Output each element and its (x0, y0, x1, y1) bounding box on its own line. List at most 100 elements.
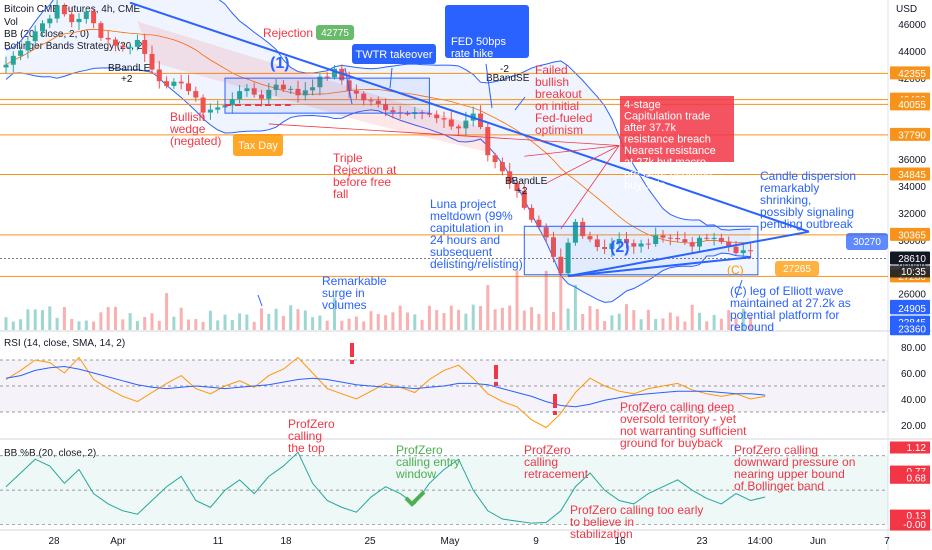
volume-bar (106, 307, 110, 330)
annotation-c-leg: (C) leg of Elliott wave (730, 284, 844, 298)
candle-body (40, 23, 45, 32)
volume-bar (121, 319, 125, 330)
annotation-pz-downward: downward pressure on (734, 455, 855, 469)
candle-body (76, 18, 82, 23)
candle-body (660, 235, 666, 238)
volume-bar (712, 314, 716, 330)
volume-bar (41, 310, 44, 330)
candle-body (353, 90, 359, 94)
x-tick-label: 9 (533, 536, 539, 547)
volume-bar (413, 314, 417, 330)
annotation-failed-breakout: breakout (535, 87, 582, 101)
volume-bar (544, 270, 548, 330)
rsi-y-tick: 20.00 (901, 421, 926, 432)
bbb-axis-value: 0.68 (907, 473, 927, 484)
volume-bar (223, 314, 227, 330)
volume-bar (150, 313, 154, 330)
annotation-luna: delisting/relisting) (430, 257, 523, 271)
volume-bar (26, 309, 30, 330)
candle-body (3, 64, 9, 68)
bbb-title: BB %B (20, close, 2) (4, 448, 96, 459)
volume-bar (391, 312, 395, 330)
candle-body (602, 247, 608, 250)
volume-bar (369, 311, 373, 330)
volume-bar (19, 319, 23, 330)
candle-body (237, 91, 243, 100)
volume-bar (676, 316, 680, 330)
volume-bar (135, 321, 139, 330)
x-tick-label: 23 (696, 536, 708, 547)
volume-bar (427, 305, 431, 330)
volume-bar (70, 318, 74, 330)
annotation-c-leg: maintained at 27.2k as (730, 296, 851, 310)
x-tick-label: May (441, 536, 460, 547)
candle-body (463, 120, 469, 129)
candle-body (207, 109, 213, 113)
price-axis-value: 30365 (898, 230, 926, 241)
volume-bar (245, 314, 249, 330)
candle-body (405, 113, 410, 115)
bbb-line (5, 451, 766, 524)
strategy-label: Bollinger Bands Strategy (20, 2) (4, 41, 146, 52)
price-axis-value: 37790 (898, 130, 926, 141)
annotation-candle-dispersion: shrinking, (760, 193, 811, 207)
consolidation-box (224, 77, 430, 114)
candle-body (434, 114, 440, 119)
price-axis-value: 23360 (898, 325, 926, 336)
rsi-y-tick: 60.00 (901, 369, 926, 380)
callout-box (233, 134, 283, 156)
volume-bar (654, 318, 658, 330)
price-axis-badge (890, 322, 930, 336)
currency-label: USD (896, 4, 918, 15)
volume-bar (274, 308, 278, 330)
candle-body (244, 88, 250, 92)
checkmark-icon (404, 490, 426, 507)
volume-bar (165, 293, 169, 330)
candle-body (178, 81, 184, 84)
candle-body (332, 68, 337, 78)
annotation-luna: 24 hours and (430, 233, 500, 247)
candle-body (361, 93, 367, 101)
candle-body (98, 23, 104, 38)
annotation-pz-oversold: ProfZero calling deep (620, 400, 734, 414)
exclamation-mark (494, 382, 498, 386)
volume-bar (406, 312, 409, 330)
candle-body (280, 84, 286, 90)
volume-bar (581, 314, 585, 330)
signal-value: +2 (516, 186, 528, 197)
rsi-sma-line (5, 365, 766, 408)
annotation-pz-top: calling (288, 429, 322, 443)
exclamation-mark (494, 365, 498, 379)
callout-capitulation: 4-stage (624, 99, 661, 111)
volume-bar (252, 321, 256, 330)
candle-body (83, 11, 89, 19)
x-tick-label: 14:00 (747, 536, 772, 547)
candle-body (645, 243, 651, 245)
x-tick-label: 11 (213, 536, 224, 547)
annotation-volume-surge: surge in (322, 286, 365, 300)
candle-body (616, 238, 622, 244)
candle-body (492, 155, 498, 163)
volume-bar (92, 321, 96, 330)
annotation-pz-retracement: ProfZero (524, 443, 571, 457)
price-tag-box (775, 261, 819, 276)
annotation-candle-dispersion: Candle dispersion (760, 169, 856, 183)
countdown-label: 10:35 (901, 267, 926, 278)
price-axis-value: 24905 (898, 304, 926, 315)
annotation-c-leg: potential platform for (730, 308, 839, 322)
candle-body (594, 239, 600, 248)
volume-bar (486, 285, 490, 330)
price-axis-value: 28610 (898, 254, 926, 265)
volume-bar (588, 306, 592, 330)
annotation-candle-dispersion: pending outbreak (760, 217, 854, 231)
annotation-triple-rejection: Rejection at (333, 163, 397, 177)
annotation-triple-rejection: before free (333, 175, 391, 189)
candle-body (565, 242, 571, 274)
signal-value: -2 (500, 64, 509, 75)
candle-body (514, 182, 520, 191)
fan-line (524, 145, 620, 157)
candle-body (18, 50, 24, 56)
volume-bar (632, 310, 636, 330)
volume-bar (698, 312, 701, 330)
